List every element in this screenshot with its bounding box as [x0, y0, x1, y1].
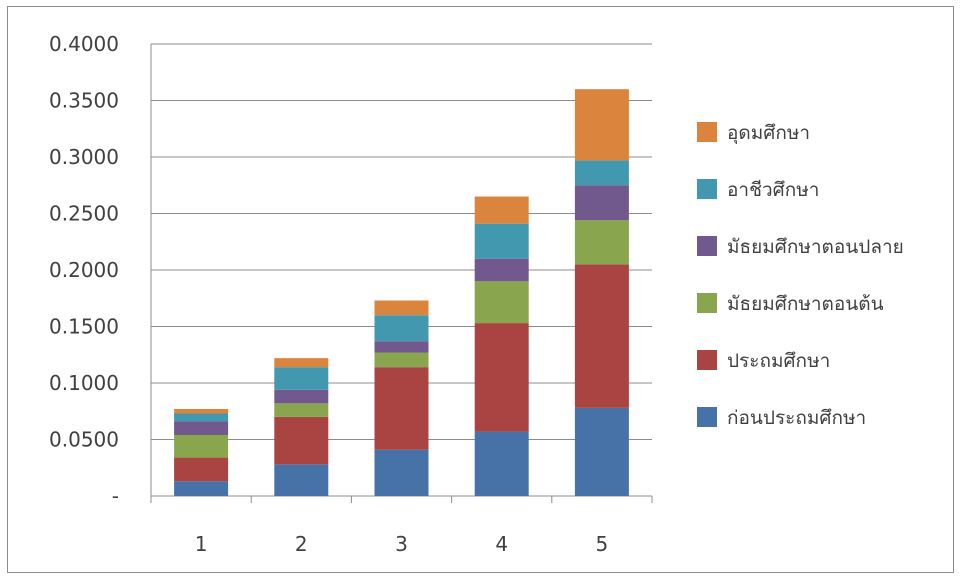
legend-swatch [697, 122, 717, 142]
bar-segment [274, 367, 329, 390]
bar-segment [274, 358, 329, 368]
y-tick-label: 0.1500 [49, 315, 119, 339]
bar-segment [474, 323, 529, 432]
bar-segment [374, 300, 429, 316]
bar-segment [274, 403, 329, 417]
x-tick-label: 3 [395, 532, 408, 556]
bar-segment [474, 223, 529, 259]
bar-segment [274, 464, 329, 496]
x-tick-label: 1 [195, 532, 208, 556]
legend-swatch [697, 407, 717, 427]
legend-swatch [697, 350, 717, 370]
bar-segment [174, 421, 229, 435]
bar-segment [474, 281, 529, 324]
bar-segment [574, 185, 629, 221]
bar-segment [474, 258, 529, 282]
bar-segment [374, 315, 429, 342]
bar-segment [574, 89, 629, 161]
bar-segment [174, 457, 229, 482]
legend-label: ประถมศึกษา [727, 350, 830, 372]
legend-label: มัธยมศึกษาตอนต้น [727, 293, 884, 315]
bar-segment [574, 264, 629, 408]
y-tick-label: 0.0500 [49, 428, 119, 452]
legend-swatch [697, 293, 717, 313]
bar-segment [374, 367, 429, 450]
bar-segment [174, 434, 229, 458]
x-tick-label: 2 [295, 532, 308, 556]
bar-segment [174, 481, 229, 496]
bar-segment [474, 196, 529, 224]
bar-segment [574, 220, 629, 265]
y-tick-label: 0.1000 [49, 371, 119, 395]
legend-label: ก่อนประถมศึกษา [727, 407, 866, 429]
legend-label: มัธยมศึกษาตอนปลาย [727, 236, 904, 258]
bar-segment [474, 431, 529, 496]
legend-swatch [697, 179, 717, 199]
y-tick-label: - [112, 484, 119, 508]
x-tick-label: 5 [596, 532, 609, 556]
y-tick-label: 0.2000 [49, 258, 119, 282]
bar-segment [374, 341, 429, 353]
x-tick-label: 4 [495, 532, 508, 556]
bar-segment [274, 389, 329, 404]
y-tick-label: 0.4000 [49, 32, 119, 56]
y-tick-label: 0.3000 [49, 145, 119, 169]
bar-segment [174, 408, 229, 414]
legend-swatch [697, 236, 717, 256]
legend-label: อุดมศึกษา [727, 122, 810, 145]
y-tick-label: 0.2500 [49, 202, 119, 226]
y-tick-label: 0.3500 [49, 89, 119, 113]
bar-segment [574, 407, 629, 496]
bar-segment [274, 416, 329, 465]
legend-label: อาชีวศึกษา [727, 179, 819, 201]
bar-segment [174, 413, 229, 422]
bar-segment [574, 160, 629, 186]
bar-segment [374, 352, 429, 368]
bar-segment [374, 449, 429, 496]
